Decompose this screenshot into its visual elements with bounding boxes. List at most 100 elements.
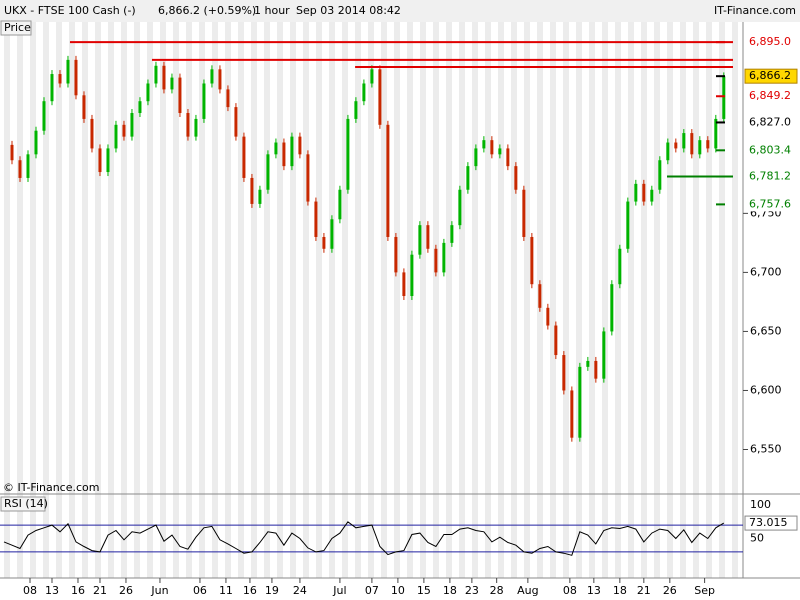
day-stripe <box>342 22 348 578</box>
day-stripe <box>459 22 465 578</box>
x-tick-label: 16 <box>243 584 257 597</box>
level-box <box>745 35 797 50</box>
level-box <box>745 169 797 184</box>
day-stripe <box>290 22 296 578</box>
candle <box>66 59 70 84</box>
candle <box>698 140 702 155</box>
candle <box>578 366 582 438</box>
day-stripe <box>654 22 660 578</box>
candle <box>42 101 46 131</box>
candle <box>378 69 382 125</box>
day-stripe <box>589 22 595 578</box>
day-stripe <box>147 22 153 578</box>
candle <box>370 69 374 84</box>
candle <box>258 189 262 204</box>
level-box <box>745 115 797 130</box>
candle <box>610 284 614 332</box>
interval: 1 hour <box>254 4 290 17</box>
day-stripe <box>108 22 114 578</box>
x-tick-label: Aug <box>517 584 538 597</box>
day-stripe <box>485 22 491 578</box>
x-tick-label: 15 <box>417 584 431 597</box>
day-stripe <box>706 22 712 578</box>
candle <box>58 74 62 84</box>
level-label: 6,757.6 <box>749 197 791 210</box>
day-stripe <box>498 22 504 578</box>
candle <box>426 225 430 249</box>
x-tick-label: 19 <box>265 584 279 597</box>
candle <box>634 183 638 202</box>
rsi-label: RSI (14) <box>4 497 48 510</box>
candle <box>594 360 598 379</box>
panel-label: Price <box>4 21 31 34</box>
y-tick-label: 6,550 <box>750 442 782 455</box>
candle <box>10 144 14 161</box>
candle <box>658 160 662 190</box>
candle <box>682 133 686 149</box>
candle <box>554 325 558 356</box>
day-stripe <box>446 22 452 578</box>
x-tick-label: 18 <box>443 584 457 597</box>
day-stripe <box>316 22 322 578</box>
candle <box>266 154 270 190</box>
day-stripe <box>121 22 127 578</box>
rsi-label-box <box>0 496 46 512</box>
x-tick-label: 13 <box>45 584 59 597</box>
candle <box>170 77 174 90</box>
candle <box>242 136 246 178</box>
candle <box>570 390 574 438</box>
candle <box>122 124 126 137</box>
day-stripe <box>186 22 192 578</box>
candle <box>106 148 110 173</box>
candle <box>314 201 318 237</box>
x-tick-label: Jun <box>150 584 168 597</box>
candle <box>186 113 190 137</box>
x-tick-label: 08 <box>563 584 577 597</box>
candle <box>282 142 286 167</box>
candle <box>18 160 22 178</box>
candle <box>50 74 54 102</box>
candle <box>434 248 438 273</box>
candle <box>674 142 678 149</box>
candle <box>74 59 78 96</box>
day-stripe <box>43 22 49 578</box>
candle <box>538 284 542 308</box>
day-stripe <box>264 22 270 578</box>
candle <box>354 101 358 119</box>
candle <box>442 242 446 273</box>
candle <box>498 148 502 155</box>
quote: 6,866.2 (+0.59%) <box>158 4 256 17</box>
level-box <box>745 89 797 104</box>
x-tick-label: 24 <box>293 584 307 597</box>
candle <box>130 113 134 137</box>
day-stripe <box>329 22 335 578</box>
day-stripe <box>238 22 244 578</box>
candle <box>298 136 302 155</box>
level-box <box>745 197 797 212</box>
candle <box>322 236 326 249</box>
x-tick-label: 26 <box>663 584 677 597</box>
day-stripe <box>69 22 75 578</box>
day-stripe <box>420 22 426 578</box>
level-label: 6,827.0 <box>749 115 791 128</box>
rsi-tick-label: 50 <box>750 532 764 545</box>
day-stripe <box>732 22 738 578</box>
candle <box>250 177 254 204</box>
day-stripe <box>251 22 257 578</box>
candle <box>666 142 670 161</box>
day-stripe <box>368 22 374 578</box>
candle <box>602 331 606 379</box>
candle <box>178 77 182 114</box>
panel-label-box <box>0 20 32 36</box>
candle <box>514 166 518 190</box>
level-label: 6,781.2 <box>749 170 791 183</box>
candle <box>162 65 166 90</box>
rsi-line <box>3 521 725 556</box>
day-stripe <box>134 22 140 578</box>
candle <box>394 236 398 273</box>
day-stripe <box>95 22 101 578</box>
day-stripe <box>160 22 166 578</box>
x-tick-label: 28 <box>490 584 504 597</box>
level-label: 6,849.2 <box>749 89 791 102</box>
candle <box>450 225 454 243</box>
